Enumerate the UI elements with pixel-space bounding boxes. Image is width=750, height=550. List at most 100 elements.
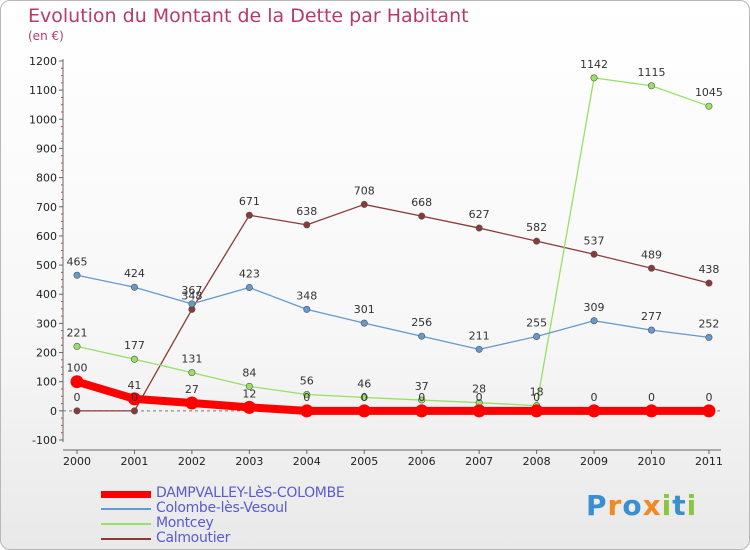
y-tick-label: 500 (36, 259, 57, 272)
legend-label: Montcey (156, 515, 214, 531)
data-label: 27 (185, 383, 199, 396)
logo-letter: r (607, 489, 623, 522)
data-point (702, 404, 716, 418)
data-label: 367 (181, 284, 202, 297)
data-label: 221 (67, 326, 88, 339)
y-tick-label: 400 (36, 288, 57, 301)
data-label: 348 (181, 289, 202, 302)
x-tick-label: 2003 (235, 455, 263, 468)
data-point (587, 404, 601, 418)
y-tick-label: 300 (36, 317, 57, 330)
logo-letter: x (642, 489, 662, 522)
data-point (533, 333, 541, 341)
data-point (475, 345, 483, 353)
y-tick-label: 200 (36, 347, 57, 360)
logo-letter: P (586, 489, 608, 522)
legend-swatch (101, 538, 151, 540)
x-tick-label: 2007 (465, 455, 493, 468)
y-tick-label: 800 (36, 172, 57, 185)
data-label: 211 (469, 329, 490, 342)
x-tick-label: 2009 (580, 455, 608, 468)
y-tick-label: 0 (50, 405, 57, 418)
data-label: 0 (648, 391, 655, 404)
data-label: 438 (698, 263, 719, 276)
data-label: 12 (242, 387, 256, 400)
data-point (705, 333, 713, 341)
data-label: 0 (591, 391, 598, 404)
data-label: 46 (357, 377, 371, 390)
chart-title: Evolution du Montant de la Dette par Hab… (28, 5, 469, 27)
series-line-3 (76, 203, 710, 412)
legend-label: Calmoutier (156, 530, 231, 546)
x-tick-label: 2000 (63, 455, 91, 468)
data-label: 0 (705, 391, 712, 404)
data-point (188, 300, 196, 308)
x-tick-label: 2008 (523, 455, 551, 468)
legend-label: Colombe-lès-Vesoul (156, 500, 288, 516)
data-label: 423 (239, 268, 260, 281)
x-tick-label: 2006 (408, 455, 436, 468)
data-point (360, 319, 368, 327)
data-point (185, 396, 199, 410)
x-tick-label: 2001 (120, 455, 148, 468)
data-label: 1115 (638, 66, 666, 79)
x-tick-label: 2011 (695, 455, 723, 468)
data-point (245, 211, 253, 219)
legend-label: DAMPVALLEY-LèS-COLOMBE (156, 485, 345, 501)
data-label: 465 (67, 255, 88, 268)
data-labels: 0 0 348 671 638 708 668 627 582 537 489 438 221 177 13… (67, 58, 723, 404)
data-label: 100 (67, 362, 88, 375)
data-point (645, 404, 658, 418)
data-point (242, 400, 256, 414)
series-line-0 (73, 377, 713, 415)
data-label: 668 (411, 196, 432, 209)
data-label: 0 (533, 391, 540, 404)
data-label: 0 (131, 391, 138, 404)
data-point (590, 317, 598, 325)
data-point (418, 396, 426, 404)
data-label: 0 (361, 391, 368, 404)
data-point (590, 74, 598, 82)
y-tick-label: 600 (36, 230, 57, 243)
x-tick-label: 2004 (293, 455, 321, 468)
data-point (73, 271, 81, 279)
data-point (475, 224, 483, 232)
data-point (647, 326, 655, 334)
data-label: 638 (296, 205, 317, 218)
data-point (647, 264, 655, 272)
data-point (533, 237, 541, 245)
data-point (360, 393, 368, 401)
data-label: 255 (526, 317, 547, 330)
legend-swatch (101, 491, 151, 498)
data-label: 708 (354, 184, 375, 197)
data-point (647, 82, 655, 90)
data-point (70, 375, 84, 389)
y-tick-label: 1200 (29, 55, 57, 68)
data-label: 489 (641, 248, 662, 261)
logo-letter: t (672, 489, 687, 522)
data-label: 252 (698, 317, 719, 330)
data-point (245, 284, 253, 292)
data-label: 84 (242, 366, 256, 379)
data-point (130, 355, 138, 363)
data-label: 0 (418, 391, 425, 404)
data-label: 301 (354, 303, 375, 316)
axes: -100010020030040050060070080090010001100… (29, 55, 723, 468)
data-label: 18 (530, 386, 544, 399)
data-label: 28 (472, 383, 486, 396)
data-label: 0 (74, 391, 81, 404)
data-point (303, 305, 311, 313)
data-label: 37 (415, 380, 429, 393)
data-label: 1142 (580, 58, 608, 71)
data-label: 671 (239, 195, 260, 208)
data-point (303, 391, 311, 399)
data-point (130, 283, 138, 291)
series-layer (70, 74, 716, 418)
series-line-2 (76, 77, 710, 407)
x-tick-label: 2010 (638, 455, 666, 468)
data-label: 131 (181, 353, 202, 366)
data-label: 582 (526, 221, 547, 234)
data-label: 41 (127, 379, 141, 392)
